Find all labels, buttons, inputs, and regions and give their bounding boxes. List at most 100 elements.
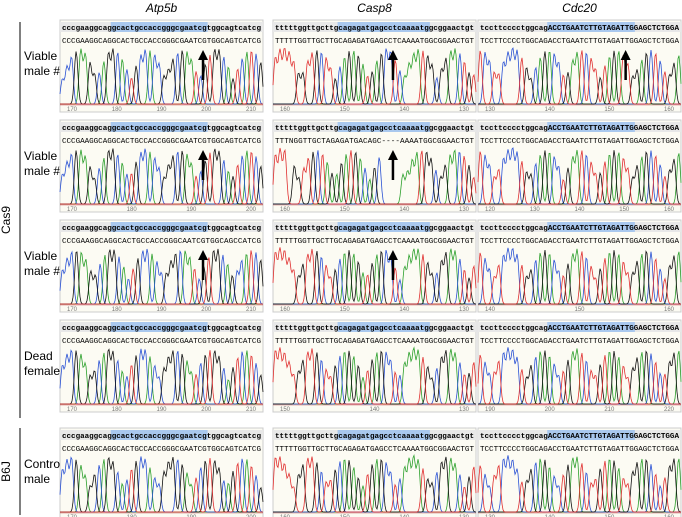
position-tick: 160 [664, 107, 675, 113]
position-tick: 190 [156, 307, 167, 313]
position-tick: 200 [201, 307, 212, 313]
position-tick: 210 [246, 307, 257, 313]
trace [273, 350, 477, 405]
target-highlight [337, 222, 430, 232]
position-tick: 160 [280, 107, 291, 113]
arrow-head [620, 50, 631, 60]
row-label: Control [24, 457, 63, 471]
arrow-head [198, 250, 209, 260]
reference-sequence: tttttggttgcttgcagagatgagcctcaaaatggcggaa… [275, 433, 474, 441]
panel [477, 427, 682, 517]
target-highlight [337, 22, 430, 32]
position-tick: 150 [574, 307, 585, 313]
read-sequence: TTTTTGGTTGCTTGCAGAGATGAGCCTCAAAATGGCGGAA… [275, 38, 474, 46]
position-tick: 130 [459, 515, 470, 517]
target-highlight [110, 430, 208, 440]
position-tick: 190 [186, 207, 197, 213]
trace [273, 151, 477, 205]
target-highlight [547, 122, 635, 132]
trace [273, 50, 477, 105]
position-tick: 140 [485, 307, 496, 313]
read-sequence: TCCTTCCCCTGGCAGACCTGAATCTTGTAGATTGGAGCTC… [480, 238, 679, 246]
position-tick: 180 [112, 307, 123, 313]
read-sequence: CCCGAAGGCAGGCACTGCCACCGGGCGAATCGTGGCAGTC… [62, 138, 261, 146]
trace [273, 250, 477, 305]
panel [272, 219, 477, 313]
position-tick: 150 [340, 307, 351, 313]
panel [477, 19, 682, 113]
position-tick: 130 [485, 107, 496, 113]
position-tick: 160 [280, 307, 291, 313]
panel [272, 19, 477, 113]
trace [60, 350, 263, 405]
position-tick: 200 [201, 407, 212, 413]
panel [59, 219, 264, 313]
row-label: male [24, 472, 50, 486]
read-sequence: CCCGAAGGCAGGCACTGCCACCGGGCAATCGTGGCAGCCA… [62, 238, 261, 246]
reference-sequence: tccttcccctggcagACCTGAATCTTGTAGATTGGAGCTC… [480, 225, 679, 233]
trace [272, 47, 477, 105]
position-tick: 130 [485, 515, 496, 517]
trace [272, 147, 477, 205]
trace [60, 458, 263, 513]
position-tick: 170 [67, 207, 78, 213]
trace [477, 460, 681, 513]
group-label: Cas9 [0, 206, 13, 234]
reference-sequence: tccttcccctggcagACCTGAATCTTGTAGATTGGAGCTC… [480, 25, 679, 33]
trace [272, 247, 477, 305]
column-header: Casp8 [357, 1, 392, 15]
read-sequence: CCCGAAGGCAGGCACTGCCACCGGGCGAATCGTGGCAGTC… [62, 338, 261, 346]
position-tick: 130 [459, 407, 470, 413]
read-sequence: CCCGAAGGCAGGCACTGCCACCGGGCGAATCGTGGCAGTC… [62, 446, 261, 454]
position-tick: 150 [340, 515, 351, 517]
trace [60, 248, 264, 305]
target-highlight [337, 430, 430, 440]
position-tick: 130 [459, 107, 470, 113]
position-tick: 140 [399, 207, 410, 213]
arrow-head [387, 50, 398, 60]
read-sequence: TCCTTCCCCTGGCAGACCTGAATCTTGTAGATTGGAGCTC… [480, 138, 679, 146]
reference-sequence: cccgaaggcaggcactgccaccgggcgaatcgtggcagtc… [62, 225, 261, 233]
position-tick: 120 [485, 207, 496, 213]
position-tick: 200 [246, 207, 257, 213]
position-tick: 180 [127, 207, 138, 213]
position-tick: 160 [664, 515, 675, 517]
position-tick: 140 [545, 107, 556, 113]
target-highlight [547, 22, 635, 32]
position-tick: 150 [604, 515, 615, 517]
position-tick: 130 [530, 207, 541, 213]
reference-sequence: tttttggttgcttgcagagatgagcctcaaaatggcggaa… [275, 25, 474, 33]
read-sequence: TTTNGGTTGCTAGAGATGACAGC----AAAATGGCGGAAC… [275, 138, 474, 146]
position-tick: 160 [664, 307, 675, 313]
position-tick: 170 [67, 515, 78, 517]
trace [60, 152, 263, 205]
panel [477, 219, 682, 313]
position-tick: 150 [619, 207, 630, 213]
arrow-head [387, 250, 398, 260]
panel [59, 19, 264, 113]
position-tick: 220 [664, 407, 675, 413]
panel [59, 119, 264, 213]
position-tick: 210 [246, 407, 257, 413]
row-label: Dead [24, 349, 53, 363]
panel [272, 427, 477, 517]
group-label: B6J [0, 461, 13, 482]
position-tick: 160 [280, 515, 291, 517]
read-sequence: TCCTTCCCCTGGCAGACCTGAATCTTGTAGATTGGAGCTC… [480, 38, 679, 46]
reference-sequence: tttttggttgcttgcagagatgagcctcaaaatggcggaa… [275, 225, 474, 233]
trace [60, 250, 263, 305]
position-tick: 170 [67, 107, 78, 113]
panel [477, 119, 682, 213]
position-tick: 150 [604, 107, 615, 113]
row-label: Viable [24, 149, 57, 163]
read-sequence: CCCGAAGGCAGGCACTGCCACCGGGCGAATCGTGGCAGTC… [62, 38, 261, 46]
trace [60, 148, 264, 205]
position-tick: 190 [156, 407, 167, 413]
reference-sequence: tccttcccctggcagACCTGAATCTTGTAGATTGGAGCTC… [480, 125, 679, 133]
position-tick: 180 [127, 515, 138, 517]
reference-sequence: cccgaaggcaggcactgccaccgggcgaatcgtggcagtc… [62, 25, 261, 33]
column-header: Atp5b [145, 1, 178, 15]
position-tick: 200 [545, 407, 556, 413]
position-tick: 170 [67, 307, 78, 313]
panel [272, 319, 477, 413]
